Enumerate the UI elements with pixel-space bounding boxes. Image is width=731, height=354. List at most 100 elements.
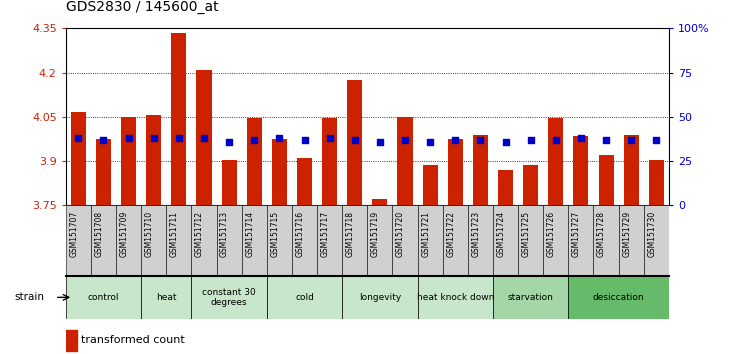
- Bar: [417, 205, 443, 276]
- Bar: [96, 139, 111, 205]
- Point: [474, 137, 486, 143]
- Bar: [599, 155, 613, 205]
- Point: [424, 139, 436, 144]
- Text: GSM151722: GSM151722: [447, 211, 455, 257]
- Bar: [398, 117, 412, 205]
- Bar: [116, 205, 141, 276]
- Point: [324, 135, 336, 141]
- Point: [450, 137, 461, 143]
- Bar: [347, 80, 363, 205]
- Text: constant 30
degrees: constant 30 degrees: [202, 288, 256, 307]
- Bar: [146, 115, 162, 205]
- Bar: [443, 205, 468, 276]
- Point: [550, 137, 561, 143]
- Text: heat knock down: heat knock down: [417, 293, 494, 302]
- Text: GSM151713: GSM151713: [220, 211, 229, 257]
- Bar: [518, 205, 543, 276]
- Bar: [573, 136, 588, 205]
- Bar: [618, 205, 644, 276]
- Point: [500, 139, 512, 144]
- Text: longevity: longevity: [359, 293, 401, 302]
- Bar: [317, 205, 342, 276]
- Bar: [267, 276, 342, 319]
- Bar: [468, 205, 493, 276]
- Point: [173, 135, 185, 141]
- Text: GSM151712: GSM151712: [195, 211, 204, 257]
- Point: [651, 137, 662, 143]
- Text: GDS2830 / 145600_at: GDS2830 / 145600_at: [66, 0, 219, 14]
- Bar: [594, 205, 618, 276]
- Text: GSM151717: GSM151717: [321, 211, 330, 257]
- Bar: [121, 117, 136, 205]
- Point: [273, 135, 285, 141]
- Point: [249, 137, 260, 143]
- Bar: [493, 205, 518, 276]
- Bar: [247, 118, 262, 205]
- Text: desiccation: desiccation: [593, 293, 645, 302]
- Bar: [71, 112, 86, 205]
- Bar: [393, 205, 417, 276]
- Text: GSM151715: GSM151715: [270, 211, 279, 257]
- Point: [374, 139, 386, 144]
- Text: GSM151728: GSM151728: [597, 211, 606, 257]
- Bar: [242, 205, 267, 276]
- Bar: [322, 118, 337, 205]
- Bar: [548, 118, 564, 205]
- Point: [600, 137, 612, 143]
- Text: GSM151726: GSM151726: [547, 211, 556, 257]
- Point: [148, 135, 159, 141]
- Bar: [649, 160, 664, 205]
- Point: [625, 137, 637, 143]
- Bar: [292, 205, 317, 276]
- Bar: [493, 276, 569, 319]
- Bar: [167, 205, 192, 276]
- Text: transformed count: transformed count: [81, 335, 185, 346]
- Point: [223, 139, 235, 144]
- Bar: [66, 205, 91, 276]
- Bar: [569, 276, 669, 319]
- Bar: [447, 139, 463, 205]
- Bar: [192, 276, 267, 319]
- Bar: [221, 160, 237, 205]
- Point: [525, 137, 537, 143]
- Bar: [624, 135, 639, 205]
- Text: GSM151719: GSM151719: [371, 211, 380, 257]
- Bar: [473, 135, 488, 205]
- Text: GSM151714: GSM151714: [246, 211, 254, 257]
- Text: starvation: starvation: [508, 293, 553, 302]
- Bar: [171, 33, 186, 205]
- Text: GSM151709: GSM151709: [120, 211, 129, 257]
- Text: cold: cold: [295, 293, 314, 302]
- Bar: [66, 276, 141, 319]
- Bar: [423, 166, 438, 205]
- Point: [299, 137, 311, 143]
- Point: [349, 137, 360, 143]
- Text: heat: heat: [156, 293, 177, 302]
- Text: GSM151711: GSM151711: [170, 211, 179, 257]
- Point: [123, 135, 135, 141]
- Bar: [197, 70, 211, 205]
- Text: GSM151710: GSM151710: [145, 211, 154, 257]
- Bar: [543, 205, 569, 276]
- Text: GSM151707: GSM151707: [69, 211, 78, 257]
- Bar: [372, 199, 387, 205]
- Point: [198, 135, 210, 141]
- Bar: [644, 205, 669, 276]
- Bar: [267, 205, 292, 276]
- Bar: [297, 158, 312, 205]
- Text: GSM151725: GSM151725: [522, 211, 531, 257]
- Point: [575, 135, 587, 141]
- Bar: [216, 205, 242, 276]
- Text: GSM151723: GSM151723: [471, 211, 480, 257]
- Text: GSM151729: GSM151729: [622, 211, 631, 257]
- Text: GSM151708: GSM151708: [94, 211, 104, 257]
- Bar: [498, 170, 513, 205]
- Bar: [272, 139, 287, 205]
- Text: GSM151727: GSM151727: [572, 211, 581, 257]
- Point: [72, 135, 84, 141]
- Text: GSM151718: GSM151718: [346, 211, 355, 257]
- Bar: [66, 330, 77, 351]
- Bar: [91, 205, 116, 276]
- Bar: [342, 276, 417, 319]
- Bar: [141, 205, 167, 276]
